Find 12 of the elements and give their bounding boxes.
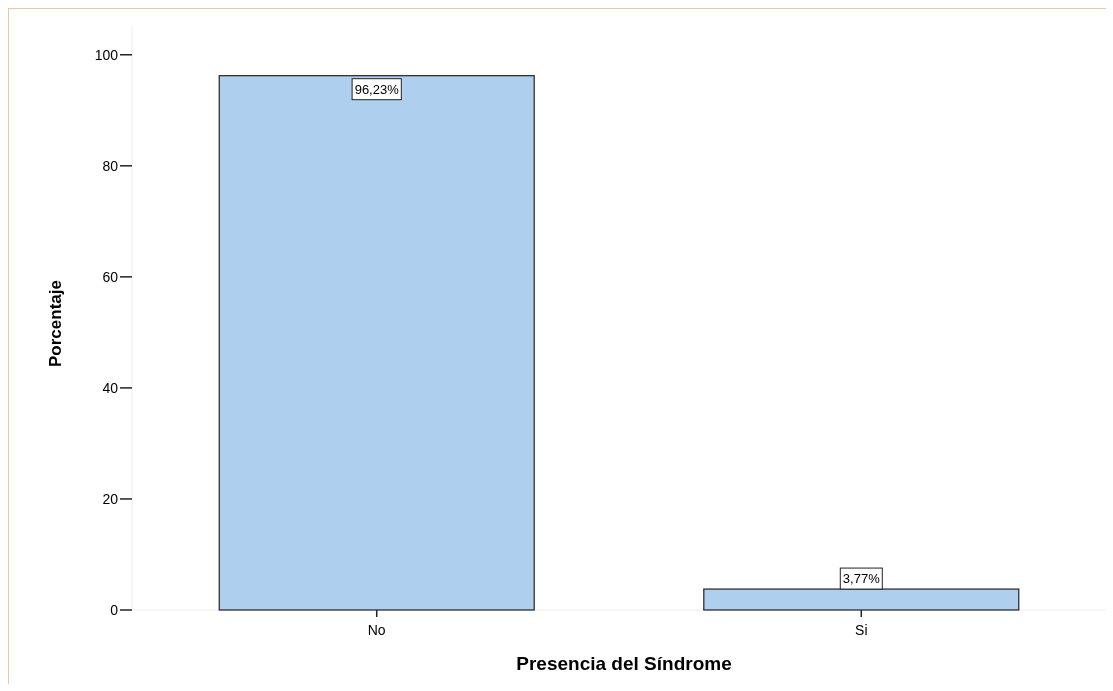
data-label: 96,23% — [354, 81, 400, 97]
data-label: 3,77% — [842, 571, 881, 587]
y-tick-label: 40 — [102, 379, 119, 396]
y-axis-title: Porcentaje — [46, 280, 65, 367]
y-tick-label: 20 — [102, 490, 119, 507]
x-axis-title: Presencia del Síndrome — [516, 653, 732, 674]
y-tick-label: 80 — [102, 157, 119, 174]
y-tick-label: 0 — [110, 602, 119, 618]
y-tick-label: 100 — [94, 46, 119, 63]
x-tick-label: No — [367, 622, 386, 638]
x-tick-label: Si — [855, 622, 868, 638]
y-tick-label: 60 — [102, 268, 119, 285]
